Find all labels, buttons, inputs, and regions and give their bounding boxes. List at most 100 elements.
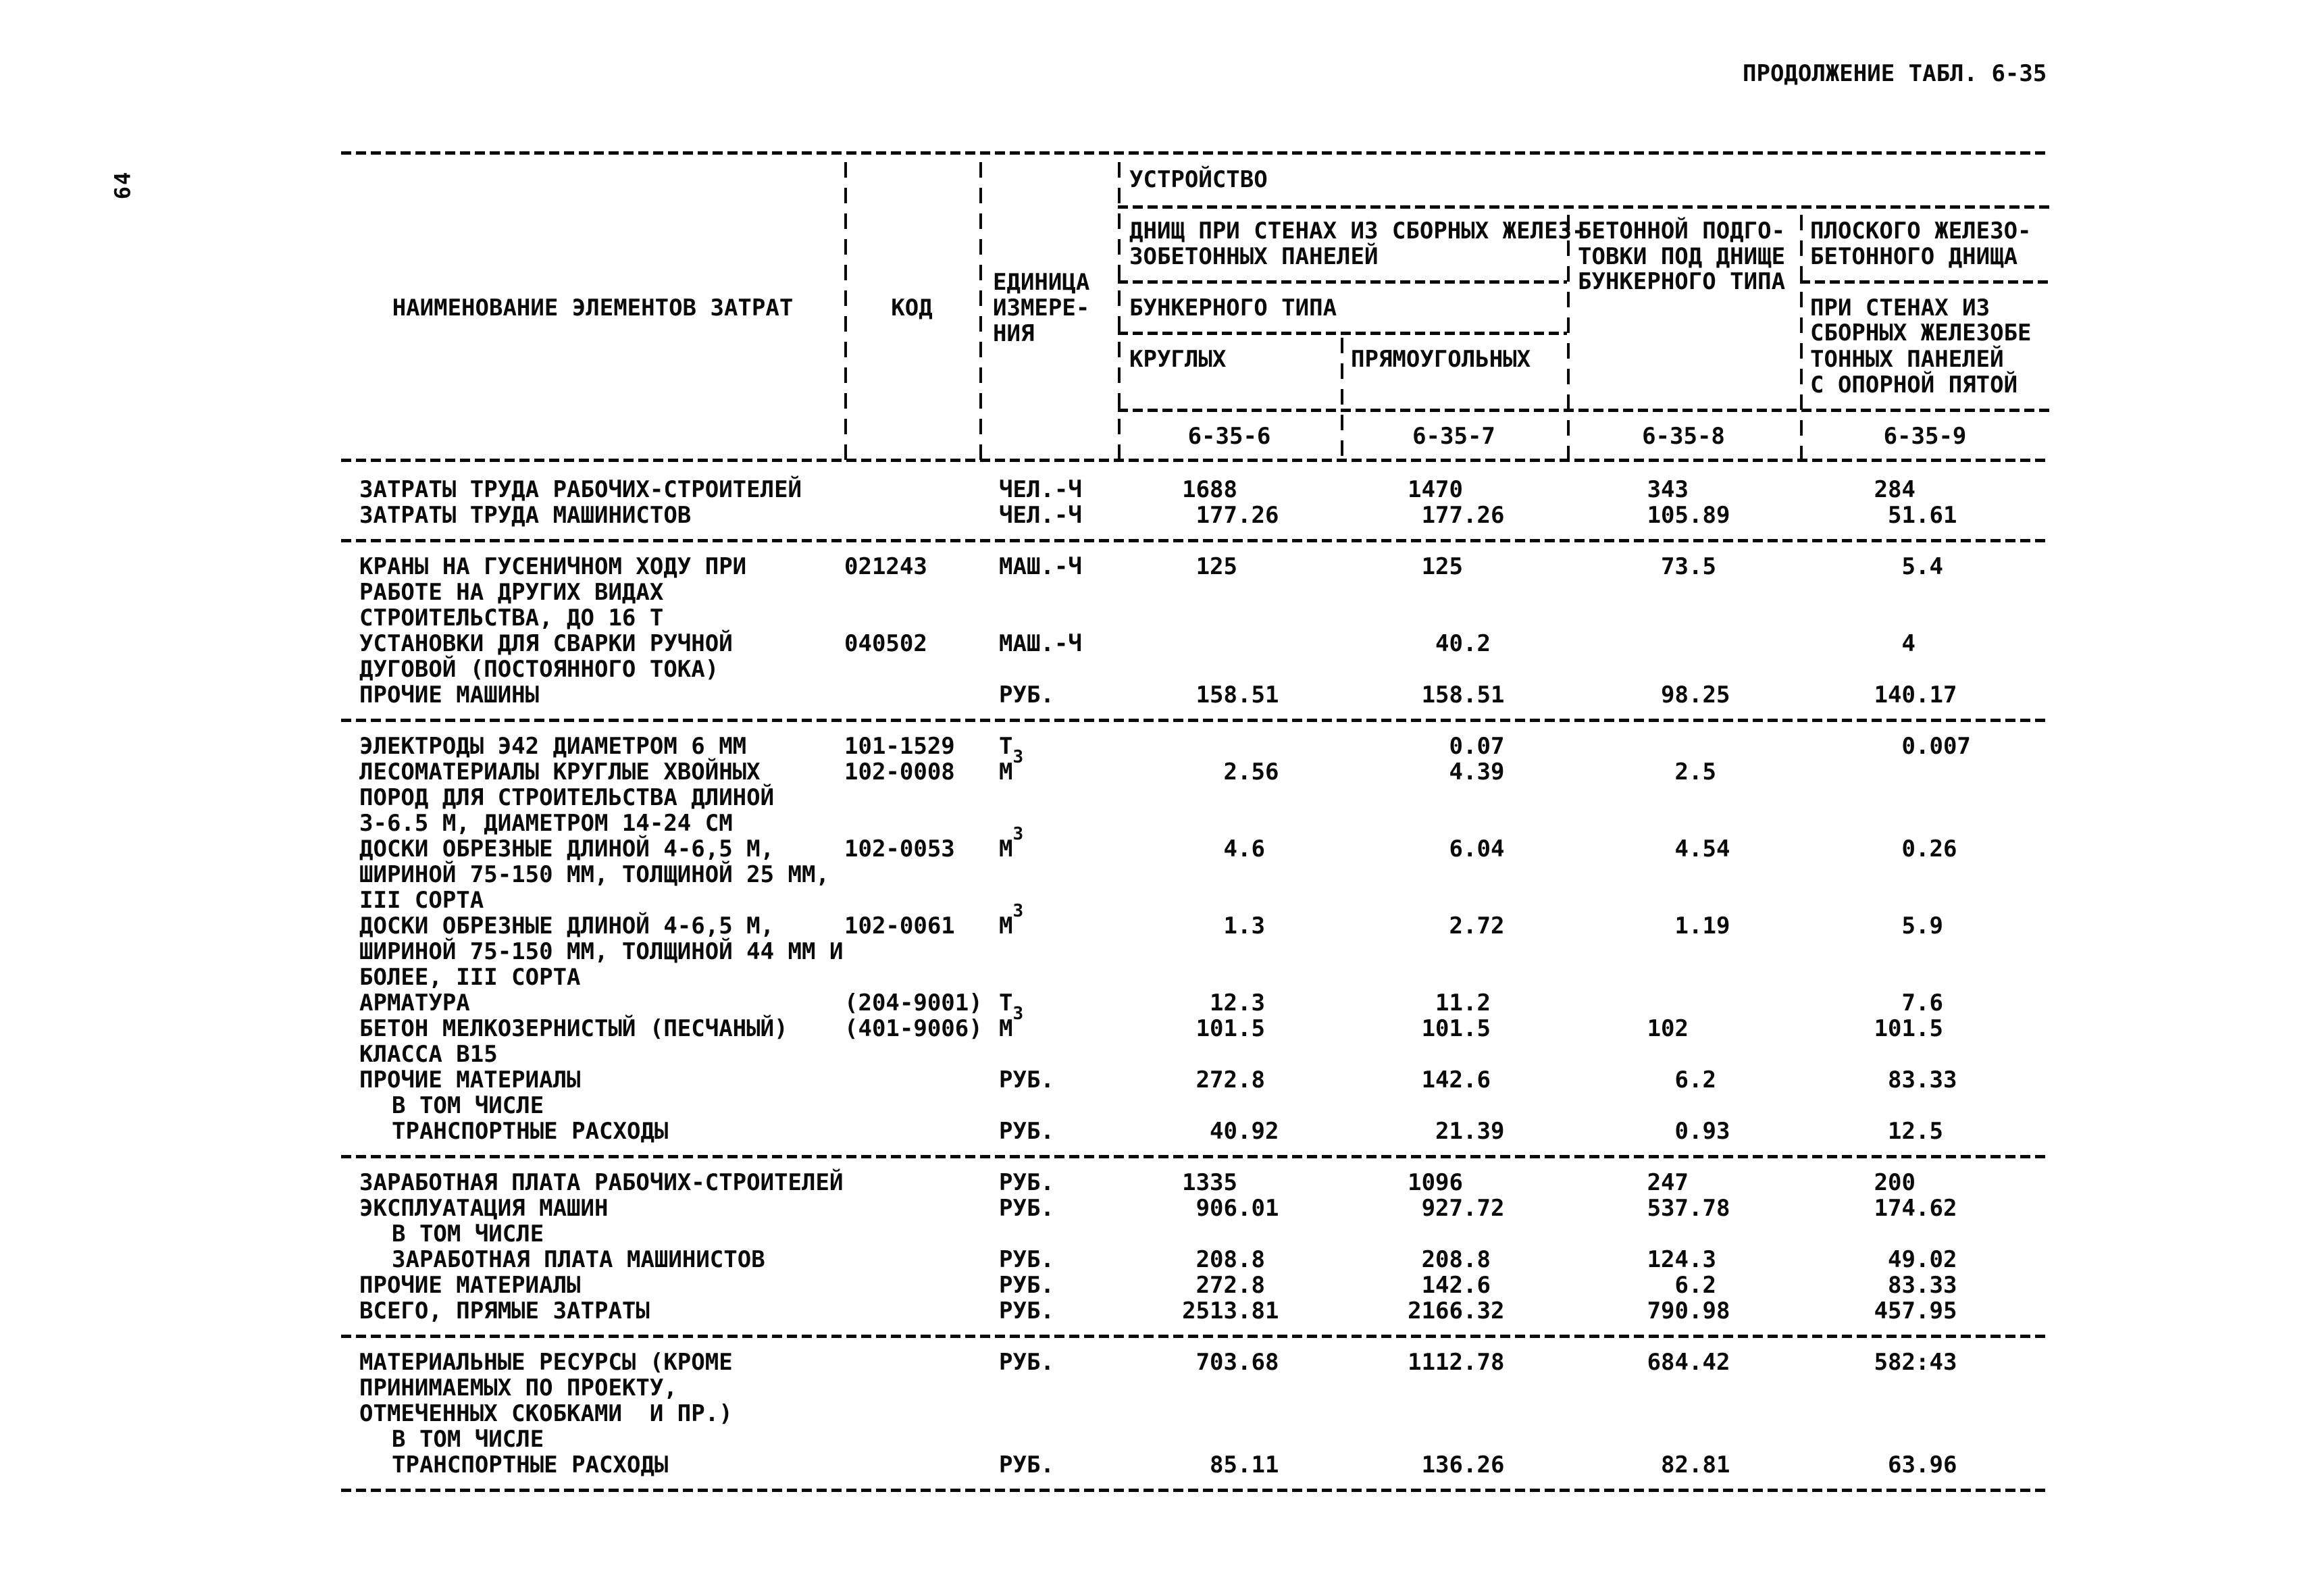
cell-value-col3: 6.2 bbox=[1674, 1272, 1716, 1299]
table-row-line: ЗАРАБОТНАЯ ПЛАТА РАБОЧИХ-СТРОИТЕЛЕЙ РУБ. 1… bbox=[341, 1170, 2070, 1195]
table-continuation-title: ПРОДОЛЖЕНИЕ ТАБЛ. 6-35 bbox=[1743, 60, 2047, 87]
cell-value-col3: 2.5 bbox=[1674, 758, 1716, 786]
cell-unit: РУБ. bbox=[999, 1195, 1054, 1222]
header-sub-c-line6: С ОПОРНОЙ ПЯТОЙ bbox=[1810, 371, 2018, 398]
table-row-line: СТРОИТЕЛЬСТВА, ДО 16 Т bbox=[341, 605, 2070, 631]
cell-value-col1: 208.8 bbox=[1195, 1246, 1265, 1273]
header-sub-c-line2: БЕТОННОГО ДНИЩА bbox=[1810, 243, 2018, 270]
cell-value-col4: 63.96 bbox=[1888, 1451, 1957, 1478]
cell-value-col1: 101.5 bbox=[1195, 1015, 1265, 1042]
section-divider bbox=[341, 1478, 2070, 1503]
cell-value-col4: 83.33 bbox=[1888, 1066, 1957, 1093]
cell-name: ПРОЧИЕ МАШИНЫ bbox=[359, 681, 540, 709]
header-sub-col-round: КРУГЛЫХ bbox=[1129, 346, 1227, 373]
cell-value-col3: 343 bbox=[1647, 476, 1689, 503]
cell-unit: МАШ.-Ч bbox=[999, 553, 1082, 580]
cell-value-col2: 4.39 bbox=[1449, 758, 1505, 786]
table-row-line: УСТАНОВКИ ДЛЯ СВАРКИ РУЧНОЙ 040502 МАШ.-Ч 4… bbox=[341, 631, 2070, 657]
cell-value-col1: 1.3 bbox=[1223, 912, 1265, 939]
cell-unit: РУБ. bbox=[999, 1169, 1054, 1196]
header-sub-col-rect: ПРЯМОУГОЛЬНЫХ bbox=[1351, 346, 1531, 373]
cell-unit: М3 bbox=[999, 900, 1024, 939]
table-row-line: ШИРИНОЙ 75-150 ММ, ТОЛЩИНОЙ 25 ММ, bbox=[341, 862, 2070, 887]
cell-code: 101-1529 bbox=[844, 733, 955, 760]
cell-unit: М3 bbox=[999, 823, 1024, 863]
table-row-line: В ТОМ ЧИСЛЕ bbox=[341, 1221, 2070, 1247]
table-top-rule bbox=[341, 151, 2050, 155]
cell-value-col3: 82.81 bbox=[1661, 1451, 1730, 1478]
cell-value-col2: 2.72 bbox=[1449, 912, 1505, 939]
cell-value-col3: 124.3 bbox=[1647, 1246, 1716, 1273]
table-row-line: ЗАРАБОТНАЯ ПЛАТА МАШИНИСТОВ РУБ. 208.8 208.… bbox=[341, 1247, 2070, 1272]
cell-unit: ЧЕЛ.-Ч bbox=[999, 502, 1082, 529]
cell-name: ОТМЕЧЕННЫХ СКОБКАМИ И ПР.) bbox=[359, 1400, 733, 1427]
cell-value-col4: 101.5 bbox=[1874, 1015, 1943, 1042]
cell-value-col2: 125 bbox=[1421, 553, 1463, 580]
cell-unit: РУБ. bbox=[999, 1118, 1054, 1145]
cell-value-col2: 21.39 bbox=[1435, 1118, 1505, 1145]
cell-name: ПРОЧИЕ МАТЕРИАЛЫ bbox=[359, 1272, 581, 1299]
cell-value-col4: 174.62 bbox=[1874, 1195, 1957, 1222]
cell-value-col1: 177.26 bbox=[1195, 502, 1279, 529]
cell-value-col2: 40.2 bbox=[1435, 630, 1491, 657]
header-code-column: КОД bbox=[891, 294, 933, 321]
cell-name: ЗАТРАТЫ ТРУДА МАШИНИСТОВ bbox=[359, 502, 692, 529]
header-sub-c-line4: СБОРНЫХ ЖЕЛЕЗОБЕ bbox=[1810, 319, 2032, 346]
col-separator-6358-6359 bbox=[1800, 215, 1803, 465]
section-divider bbox=[341, 1324, 2070, 1349]
table-row-line: МАТЕРИАЛЬНЫЕ РЕСУРСЫ (КРОМЕ РУБ. 703.68 111… bbox=[341, 1349, 2070, 1375]
cell-unit: РУБ. bbox=[999, 1451, 1054, 1478]
table-row-line: ЭКСПЛУАТАЦИЯ МАШИН РУБ. 906.01 927.72 537.78… bbox=[341, 1195, 2070, 1221]
cell-value-col1: 1688 bbox=[1182, 476, 1237, 503]
cell-value-col3: 98.25 bbox=[1661, 681, 1730, 709]
cell-value-col3: 1.19 bbox=[1674, 912, 1730, 939]
cell-code: 021243 bbox=[844, 553, 927, 580]
rule-under-group-title bbox=[1118, 205, 2050, 209]
header-sub-b-line2: ТОВКИ ПОД ДНИЩЕ bbox=[1578, 243, 1786, 270]
cell-value-col2: 0.07 bbox=[1449, 733, 1505, 760]
cell-value-col2: 1112.78 bbox=[1408, 1349, 1505, 1376]
cell-value-col2: 6.04 bbox=[1449, 835, 1505, 863]
cell-name: ПОРОД ДЛЯ СТРОИТЕЛЬСТВА ДЛИНОЙ bbox=[359, 784, 775, 811]
cell-name: В ТОМ ЧИСЛЕ bbox=[392, 1426, 544, 1453]
cell-name: АРМАТУРА bbox=[359, 989, 470, 1016]
table-row-line: ПОРОД ДЛЯ СТРОИТЕЛЬСТВА ДЛИНОЙ bbox=[341, 785, 2070, 810]
cell-name: ЗАТРАТЫ ТРУДА РАБОЧИХ-СТРОИТЕЛЕЙ bbox=[359, 476, 802, 503]
cell-value-col1: 1335 bbox=[1182, 1169, 1237, 1196]
estimate-code-6357: 6-35-7 bbox=[1412, 423, 1495, 450]
cell-value-col1: 703.68 bbox=[1195, 1349, 1279, 1376]
cell-name: ВСЕГО, ПРЯМЫЕ ЗАТРАТЫ bbox=[359, 1297, 650, 1324]
table-body: ЗАТРАТЫ ТРУДА РАБОЧИХ-СТРОИТЕЛЕЙ ЧЕЛ.-Ч 16… bbox=[341, 477, 2070, 1503]
cell-unit: РУБ. bbox=[999, 681, 1054, 709]
col-separator-6356-6357 bbox=[1341, 338, 1343, 465]
cell-value-col1: 125 bbox=[1195, 553, 1237, 580]
cell-unit: РУБ. bbox=[999, 1297, 1054, 1324]
header-unit-line2: ИЗМЕРЕ- bbox=[993, 294, 1090, 321]
cell-value-col3: 537.78 bbox=[1647, 1195, 1730, 1222]
rule-under-sub-a bbox=[1118, 280, 1567, 284]
cell-value-col4: 49.02 bbox=[1888, 1246, 1957, 1273]
table-row-line: ДУГОВОЙ (ПОСТОЯННОГО ТОКА) bbox=[341, 657, 2070, 682]
table-row-line: КЛАССА В15 bbox=[341, 1041, 2070, 1067]
cell-value-col1: 12.3 bbox=[1210, 989, 1265, 1016]
cell-name: ШИРИНОЙ 75-150 ММ, ТОЛЩИНОЙ 44 ММ И bbox=[359, 938, 844, 965]
col-separator-name-code bbox=[844, 162, 847, 465]
cell-code: 040502 bbox=[844, 630, 927, 657]
rule-under-sub-c bbox=[1800, 280, 2050, 284]
cell-value-col4: 284 bbox=[1874, 476, 1916, 503]
cell-name: УСТАНОВКИ ДЛЯ СВАРКИ РУЧНОЙ bbox=[359, 630, 733, 657]
estimate-code-6358: 6-35-8 bbox=[1642, 423, 1725, 450]
cell-value-col2: 177.26 bbox=[1421, 502, 1505, 529]
table-row-line: ТРАНСПОРТНЫЕ РАСХОДЫ РУБ. 40.92 21.39 0.93 12… bbox=[341, 1118, 2070, 1144]
cell-value-col3: 4.54 bbox=[1674, 835, 1730, 863]
cell-unit: РУБ. bbox=[999, 1272, 1054, 1299]
cell-name: ПРОЧИЕ МАТЕРИАЛЫ bbox=[359, 1066, 581, 1093]
rule-under-bunker-type bbox=[1118, 332, 1567, 335]
header-sub-c-line3: ПРИ СТЕНАХ ИЗ bbox=[1810, 294, 1990, 321]
cell-value-col4: 51.61 bbox=[1888, 502, 1957, 529]
cell-value-col1: 158.51 bbox=[1195, 681, 1279, 709]
cell-value-col4: 200 bbox=[1874, 1169, 1916, 1196]
cell-value-col4: 5.4 bbox=[1901, 553, 1943, 580]
estimate-code-6359: 6-35-9 bbox=[1883, 423, 1967, 450]
cell-value-col2: 158.51 bbox=[1421, 681, 1505, 709]
